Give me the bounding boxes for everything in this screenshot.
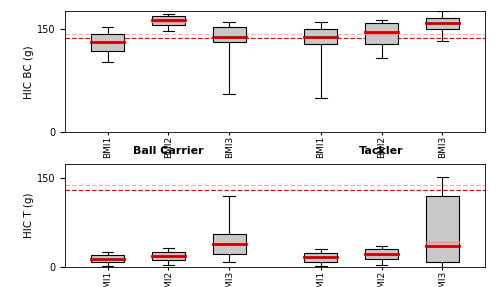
Bar [152, 252, 185, 260]
Bar [91, 34, 124, 51]
Bar [212, 27, 246, 42]
Text: Tackler: Tackler [359, 146, 404, 156]
Bar [212, 234, 246, 254]
Bar [304, 29, 338, 44]
Bar [426, 196, 459, 262]
Y-axis label: HIC BC (g): HIC BC (g) [24, 45, 34, 98]
Y-axis label: HIC T (g): HIC T (g) [24, 193, 34, 238]
Bar [426, 18, 459, 29]
Bar [152, 16, 185, 25]
Bar [365, 23, 398, 44]
Bar [91, 255, 124, 262]
Bar [304, 253, 338, 262]
Bar [365, 249, 398, 259]
Text: Ball Carrier: Ball Carrier [133, 146, 204, 156]
